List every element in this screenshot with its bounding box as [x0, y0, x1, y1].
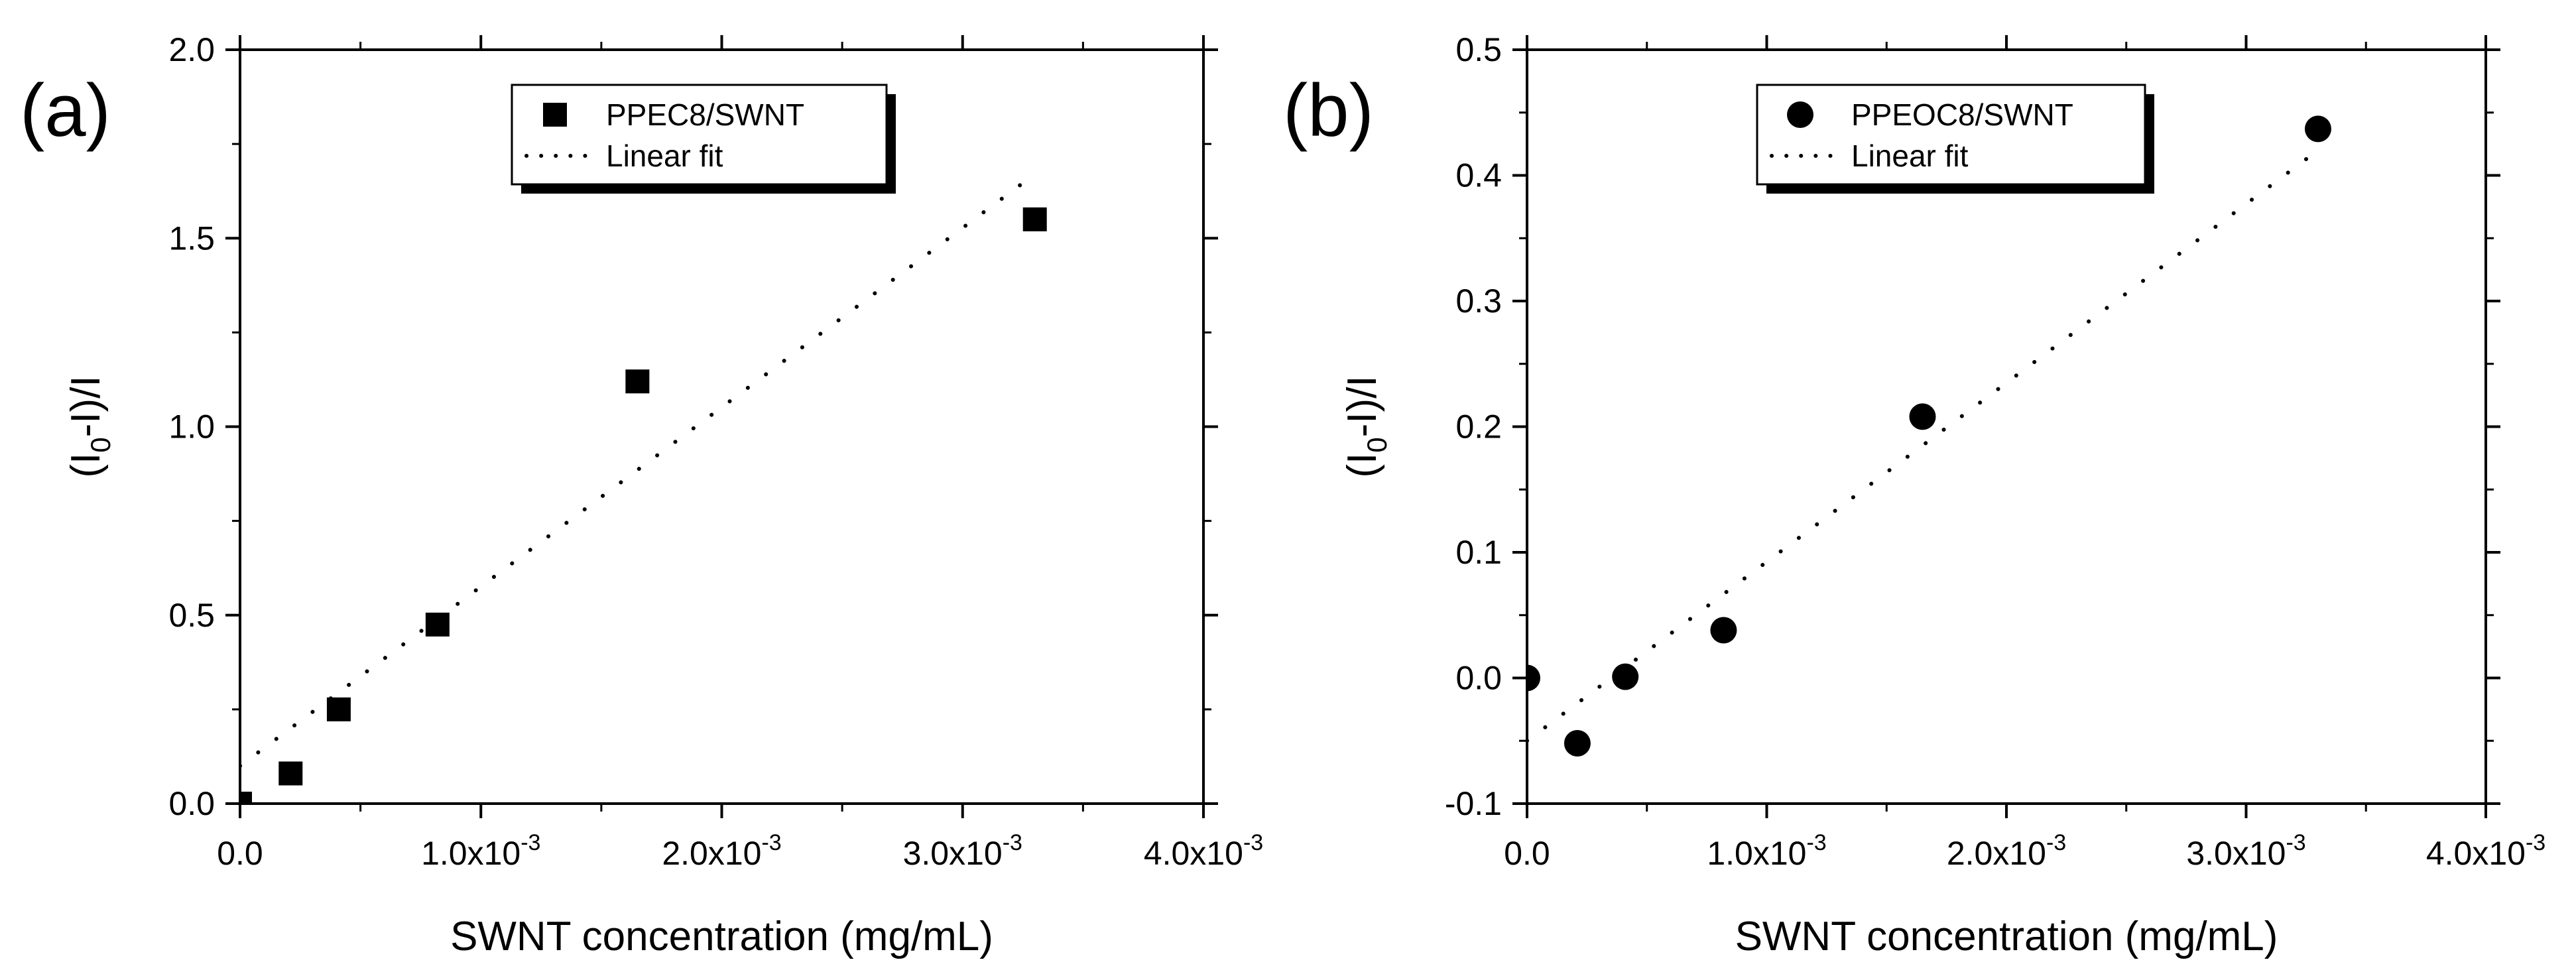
- y-tick-label: 2.0: [168, 31, 215, 68]
- data-point: [240, 792, 252, 804]
- y-tick-label: -0.1: [1445, 785, 1502, 822]
- legend-label-series: PPEC8/SWNT: [606, 97, 804, 132]
- legend: PPEOC8/SWNT Linear fit: [1756, 84, 2154, 194]
- data-point: [278, 761, 303, 786]
- legend-label-fit: Linear fit: [606, 139, 723, 173]
- y-tick-label: 0.1: [1455, 534, 1502, 571]
- y-tick-label: 0.3: [1455, 282, 1502, 320]
- data-point: [2304, 115, 2331, 143]
- legend-marker: [543, 103, 567, 127]
- legend: PPEC8/SWNT Linear fit: [511, 84, 896, 194]
- data-point: [625, 369, 650, 394]
- chart-panel-1: (a) 0.0 1.0x10-3 2.0x10-3 3.0x10-3 4.0x10-3 0.…: [20, 31, 1263, 959]
- panel-label: (b): [1283, 69, 1374, 152]
- x-tick-label: 0.0: [217, 835, 263, 872]
- x-tick-label: 3.0x10-3: [2186, 830, 2305, 872]
- y-tick-label: 0.0: [1455, 660, 1502, 697]
- y-tick-label: 1.5: [168, 219, 215, 257]
- y-tick-label: 0.2: [1455, 408, 1502, 446]
- legend-label-fit: Linear fit: [1851, 139, 1969, 173]
- linear-fit-line: [1527, 148, 2320, 743]
- data-point: [1710, 617, 1737, 644]
- y-axis-title: (I0-I)/I: [63, 375, 116, 477]
- x-tick-label: 1.0x10-3: [1707, 830, 1826, 872]
- plot-area: [1527, 115, 2331, 757]
- data-point: [1612, 663, 1639, 690]
- panel-label: (a): [20, 69, 111, 152]
- x-axis-title: SWNT concentration (mg/mL): [1735, 914, 2278, 959]
- y-tick-label: 0.5: [168, 597, 215, 634]
- y-axis-title: (I0-I)/I: [1339, 375, 1392, 477]
- chart-panel-2: (b) 0.0 1.0x10-3 2.0x10-3 3.0x10-3 4.0x10-3 -0…: [1283, 31, 2545, 959]
- legend-label-series: PPEOC8/SWNT: [1851, 97, 2073, 132]
- data-point: [1527, 664, 1540, 692]
- x-tick-label: 2.0x10-3: [1947, 830, 2066, 872]
- legend-box: [511, 84, 888, 186]
- legend-marker: [1787, 101, 1813, 128]
- legend-box: [1756, 84, 2146, 186]
- y-tick-label: 1.0: [168, 408, 215, 446]
- data-point: [1909, 403, 1936, 430]
- y-tick-label: 0.4: [1455, 157, 1502, 194]
- linear-fit-line: [240, 172, 1037, 768]
- data-point: [425, 612, 450, 637]
- data-point: [1564, 730, 1591, 757]
- x-tick-label: 3.0x10-3: [903, 830, 1022, 872]
- x-tick-label: 4.0x10-3: [2426, 830, 2545, 872]
- x-tick-label: 0.0: [1504, 835, 1550, 872]
- x-tick-label: 2.0x10-3: [662, 830, 781, 872]
- x-axis-title: SWNT concentration (mg/mL): [450, 914, 993, 959]
- data-point: [1022, 207, 1047, 231]
- plot-area: [240, 172, 1047, 804]
- data-point: [326, 697, 351, 721]
- y-tick-label: 0.0: [168, 785, 215, 822]
- x-tick-label: 1.0x10-3: [421, 830, 540, 872]
- y-tick-label: 0.5: [1455, 31, 1502, 68]
- x-tick-label: 4.0x10-3: [1144, 830, 1263, 872]
